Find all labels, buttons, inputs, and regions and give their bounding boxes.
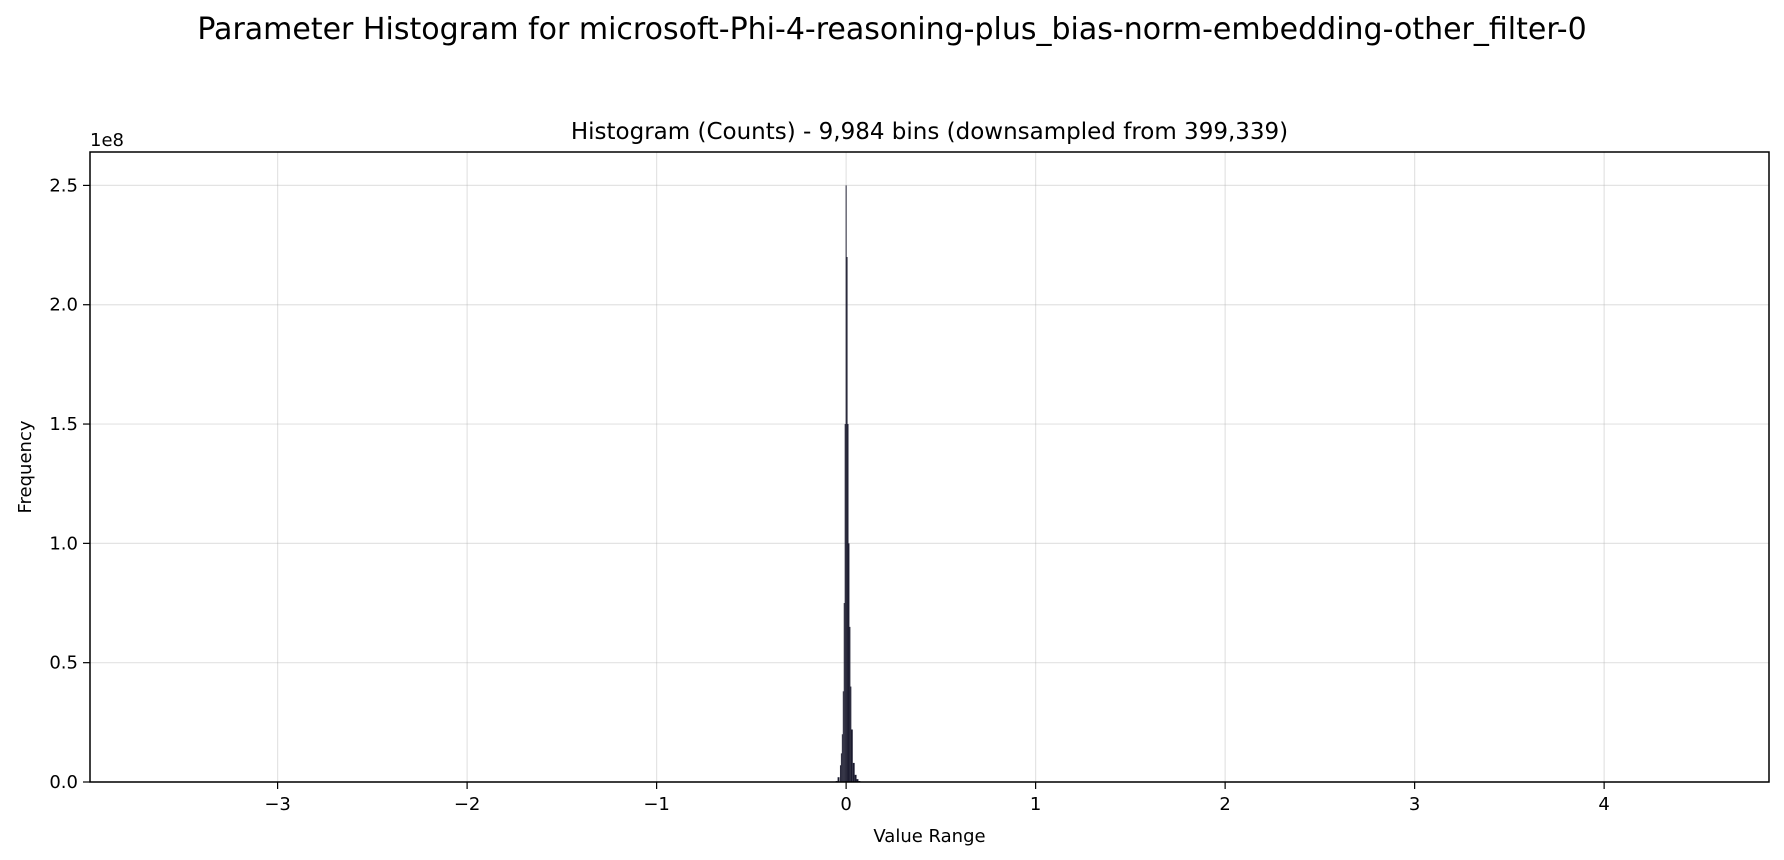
y-tick-label: 0.5 (49, 653, 78, 674)
x-tick-label: 3 (1409, 794, 1420, 815)
x-axis-label: Value Range (873, 826, 985, 847)
plot-frame (89, 151, 1770, 783)
histogram-bar (844, 424, 846, 782)
x-tick-label: −1 (643, 794, 670, 815)
histogram-bar (842, 691, 844, 782)
histogram-bar (840, 753, 842, 782)
histogram-bar (841, 734, 843, 782)
y-tick-label: 2.0 (49, 295, 78, 316)
histogram-bar (849, 626, 851, 782)
histogram-bar (854, 774, 857, 782)
y-tick-label: 1.0 (49, 533, 78, 554)
histogram-bar (850, 729, 853, 782)
histogram-bar (846, 257, 848, 782)
histogram-bar (847, 424, 849, 782)
y-offset-label: 1e8 (90, 130, 124, 151)
histogram-bar (848, 543, 850, 782)
grid-lines (90, 152, 1769, 783)
y-tick-label: 2.5 (49, 175, 78, 196)
x-tick-label: −3 (264, 794, 291, 815)
x-tick-label: −2 (454, 794, 481, 815)
histogram-bar (837, 777, 840, 782)
histogram-bar (852, 762, 855, 782)
histogram-bars (833, 185, 863, 783)
y-tick-label: 0.0 (49, 772, 78, 793)
histogram-bar (839, 765, 841, 782)
histogram-bar (843, 603, 845, 782)
histogram-bar (845, 185, 847, 783)
plot-title: Histogram (Counts) - 9,984 bins (downsam… (571, 119, 1288, 145)
x-tick-label: 1 (1030, 794, 1041, 815)
y-tick-label: 1.5 (49, 414, 78, 435)
x-tick-label: 2 (1219, 794, 1230, 815)
x-tick-label: 4 (1598, 794, 1609, 815)
figure-title: Parameter Histogram for microsoft-Phi-4-… (197, 12, 1587, 47)
x-tick-label: 0 (840, 794, 851, 815)
y-axis-label: Frequency (15, 420, 36, 513)
axis-ticks: −3 −2 −1 0 1 2 3 4 0.0 0.5 1.0 1.5 2.0 2.5 (49, 175, 1609, 815)
histogram-bar (856, 779, 859, 782)
